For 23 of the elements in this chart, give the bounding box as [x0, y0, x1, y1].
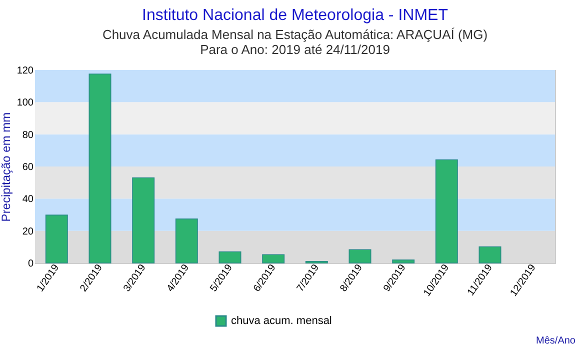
- bar: [175, 218, 198, 264]
- legend-label: chuva acum. mensal: [231, 315, 332, 327]
- text: Para o Ano: 2019 até 24/11/2019: [200, 42, 390, 57]
- bar: [88, 74, 112, 264]
- bar: [218, 251, 242, 264]
- bar: [392, 260, 415, 264]
- chart-title: Instituto Nacional de Meteorologia - INMET: [142, 7, 448, 24]
- y-axis-title: Precipitação em mm: [0, 112, 13, 222]
- y-tick-label: 60: [22, 162, 34, 173]
- bar: [478, 246, 502, 264]
- bar: [435, 159, 458, 264]
- bar: [132, 177, 155, 264]
- chart-subtitle: Chuva Acumulada Mensal na Estação Automática: ARAÇUAÍ (MG): [102, 27, 488, 42]
- bar: [262, 254, 285, 264]
- bar: [348, 249, 372, 264]
- x-axis-title: Mês/Ano: [536, 336, 576, 346]
- y-tick-label: 40: [22, 194, 34, 206]
- bar: [45, 214, 68, 264]
- y-tick-label: 0: [28, 258, 34, 270]
- y-tick-label: 80: [22, 130, 34, 141]
- y-tick-label: 100: [16, 98, 34, 109]
- y-tick-label: 20: [22, 226, 34, 238]
- y-tick-label: 120: [16, 66, 34, 76]
